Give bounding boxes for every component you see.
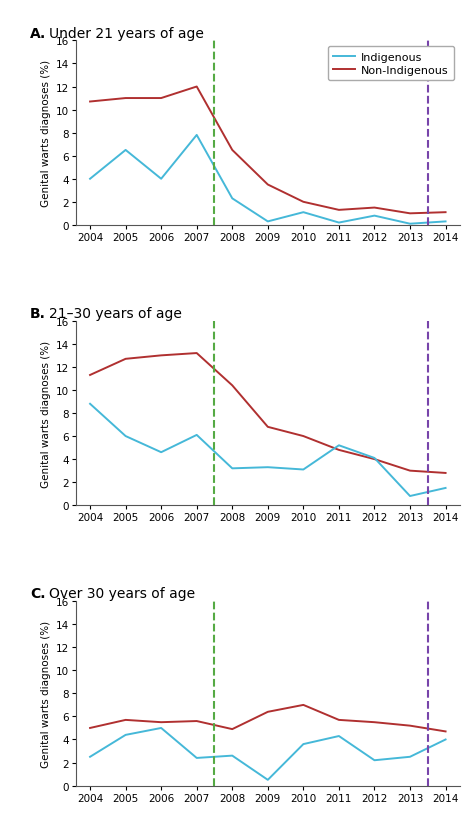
Text: Over 30 years of age: Over 30 years of age (49, 586, 195, 600)
Text: Under 21 years of age: Under 21 years of age (49, 26, 204, 41)
Text: 21–30 years of age: 21–30 years of age (49, 307, 182, 321)
Text: B.: B. (30, 307, 46, 321)
Text: A.: A. (30, 26, 46, 41)
Legend: Indigenous, Non-Indigenous: Indigenous, Non-Indigenous (328, 47, 454, 81)
Y-axis label: Genital warts diagnoses (%): Genital warts diagnoses (%) (42, 60, 52, 207)
Text: C.: C. (30, 586, 46, 600)
Y-axis label: Genital warts diagnoses (%): Genital warts diagnoses (%) (42, 340, 52, 487)
Y-axis label: Genital warts diagnoses (%): Genital warts diagnoses (%) (42, 620, 52, 767)
